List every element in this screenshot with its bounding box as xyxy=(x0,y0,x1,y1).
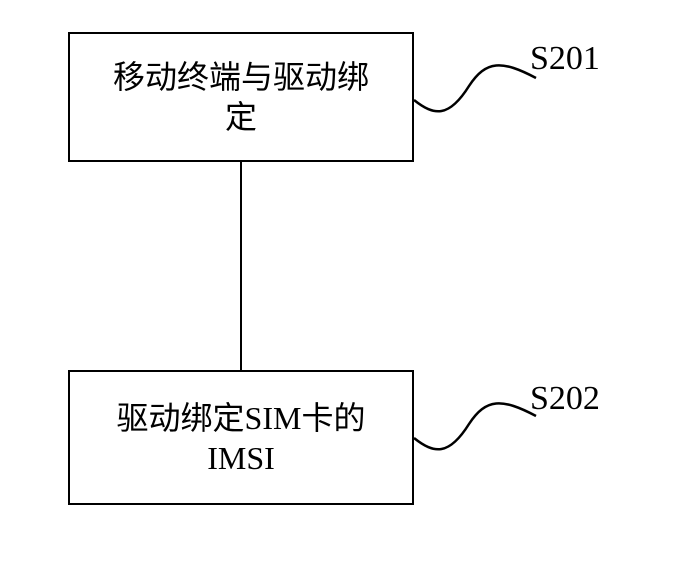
step-label-2: S202 xyxy=(530,380,600,418)
flow-node-2: 驱动绑定SIM卡的 IMSI xyxy=(68,370,414,505)
flow-node-2-text: 驱动绑定SIM卡的 IMSI xyxy=(117,398,366,478)
callout-connector-2-path xyxy=(414,403,536,449)
callout-connector-1-path xyxy=(414,65,536,111)
flow-node-1: 移动终端与驱动绑 定 xyxy=(68,32,414,162)
callout-connector-1 xyxy=(414,56,536,126)
callout-connector-2 xyxy=(414,394,536,464)
step-label-1: S201 xyxy=(530,40,600,78)
flow-node-1-text: 移动终端与驱动绑 定 xyxy=(113,57,369,137)
diagram-canvas: 移动终端与驱动绑 定 S201 驱动绑定SIM卡的 IMSI S202 xyxy=(0,0,684,563)
edge-1-2 xyxy=(241,162,245,370)
